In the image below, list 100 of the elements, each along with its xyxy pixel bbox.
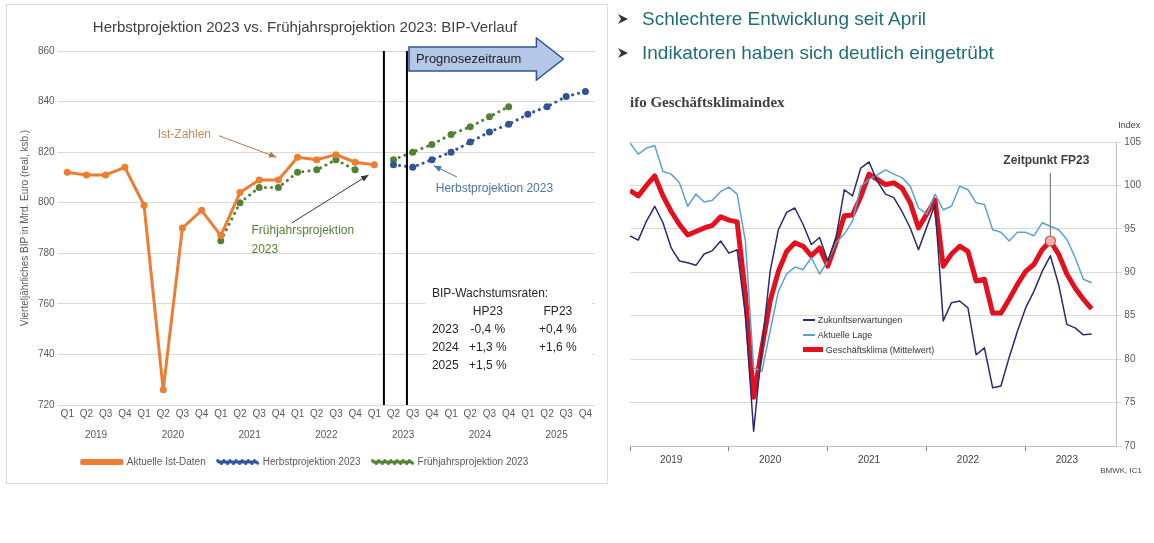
legend-label: Frühjahrsprojektion 2023 (417, 455, 529, 467)
y-tick-label: 95 (1124, 222, 1136, 234)
text: 2021 (238, 428, 262, 440)
point (524, 110, 532, 118)
point (505, 120, 513, 128)
point (198, 206, 206, 214)
point (294, 153, 302, 161)
x-tick-label: 2020 (759, 453, 782, 465)
point (121, 163, 129, 171)
annotation: Herbstprojektion 2023 (435, 181, 554, 196)
text: 2019 (84, 428, 108, 440)
y-tick-label: 720 (38, 398, 56, 410)
annotation: HP23 (472, 304, 504, 319)
annotation: 2023 (431, 322, 459, 337)
x-tick-label: Q1 (290, 407, 305, 419)
x-tick-label: Q3 (329, 407, 344, 419)
point (140, 201, 148, 209)
point (466, 123, 474, 131)
x-tick-label: 2023 (1055, 453, 1079, 465)
x-tick-label: Q2 (463, 407, 478, 419)
point (505, 103, 513, 111)
point (428, 156, 436, 164)
text: 2022 (315, 428, 338, 440)
point (294, 168, 302, 176)
point (255, 176, 263, 184)
annotation: -0,4 % (470, 322, 506, 337)
x-tick-label: Q2 (386, 407, 401, 419)
x-tick-label: Q2 (79, 407, 94, 419)
point (274, 176, 282, 184)
legend-label: Aktuelle Ist-Daten (126, 455, 206, 467)
point (332, 151, 340, 159)
point (562, 93, 570, 101)
annotation: FP23 (543, 304, 573, 319)
point (217, 232, 225, 240)
y-tick-label: 740 (38, 348, 56, 360)
point (581, 87, 589, 95)
x-tick-label: Q1 (60, 407, 75, 419)
legend-label: Aktuelle Lage (817, 329, 873, 340)
x-tick-label: Q4 (271, 407, 286, 419)
point (63, 168, 71, 176)
point (82, 171, 90, 179)
x-tick-label: 2019 (660, 453, 683, 465)
x-tick-label: Q4 (578, 407, 593, 419)
point (466, 138, 474, 146)
annotation: Zeitpunkt FP23 (1003, 153, 1090, 168)
text: Schlechtere Entwicklung seit April (642, 8, 927, 30)
annotation: Frühjahrsprojektion 2023 (251, 222, 355, 256)
y-tick-label: 70 (1124, 439, 1136, 451)
annotation: 2024 (431, 340, 459, 355)
y-tick-label: 820 (38, 145, 56, 157)
y-tick-label: 105 (1124, 135, 1142, 147)
point (351, 158, 359, 166)
point (447, 148, 455, 156)
annotation: 2025 (431, 358, 459, 373)
point (447, 130, 455, 138)
annotation: +0,4 % (539, 322, 578, 337)
chart-title: Herbstprojektion 2023 vs. Frühjahrsprojektion 2023: BIP-Verlauf (92, 18, 519, 36)
y-axis-title: Vierteljährliches BIP in Mrd. Euro (real, ksb.) (18, 129, 30, 327)
point (102, 171, 110, 179)
annotation: +1,6 % (539, 340, 578, 355)
x-tick-label: Q3 (252, 407, 267, 419)
y-tick-label: 100 (1124, 179, 1142, 191)
point (178, 224, 186, 232)
y-axis-title: Index (1118, 120, 1141, 130)
x-tick-label: 2022 (956, 453, 980, 465)
text: 2020 (161, 428, 185, 440)
y-tick-label: 760 (38, 297, 56, 309)
point (485, 113, 493, 121)
annotation: Prognosezeitraum (415, 51, 522, 66)
y-tick-label: 85 (1124, 309, 1136, 321)
x-tick-label: Q1 (521, 407, 535, 419)
x-tick-label: Q2 (233, 407, 248, 419)
point (351, 166, 359, 174)
legend-label: Zukunftserwartungen (817, 314, 903, 325)
x-tick-label: Q2 (540, 407, 555, 419)
x-tick-label: Q1 (137, 407, 152, 419)
text: 2025 (545, 428, 569, 440)
text: 2024 (468, 428, 492, 440)
y-tick-label: 860 (38, 44, 56, 56)
y-tick-label: 840 (38, 95, 56, 107)
x-tick-label: Q3 (559, 407, 574, 419)
point (543, 103, 551, 111)
x-tick-label: Q4 (118, 407, 132, 419)
point (370, 161, 378, 169)
y-tick-label: 75 (1124, 396, 1136, 408)
point (159, 386, 167, 394)
x-tick-label: Q4 (348, 407, 363, 419)
point (313, 166, 321, 174)
x-tick-label: Q2 (310, 407, 324, 419)
chart-title: ifo Geschäftsklimaindex (630, 93, 786, 110)
annotation: BIP-Wachstumsraten: (431, 286, 549, 301)
point (428, 141, 436, 149)
x-tick-label: Q3 (406, 407, 420, 419)
text: 2023 (391, 428, 415, 440)
y-tick-label: 780 (38, 247, 56, 259)
point (485, 128, 493, 136)
y-tick-label: 90 (1124, 266, 1136, 278)
y-tick-label: 800 (38, 196, 56, 208)
point (236, 189, 244, 197)
legend-label: Herbstprojektion 2023 (262, 455, 362, 467)
